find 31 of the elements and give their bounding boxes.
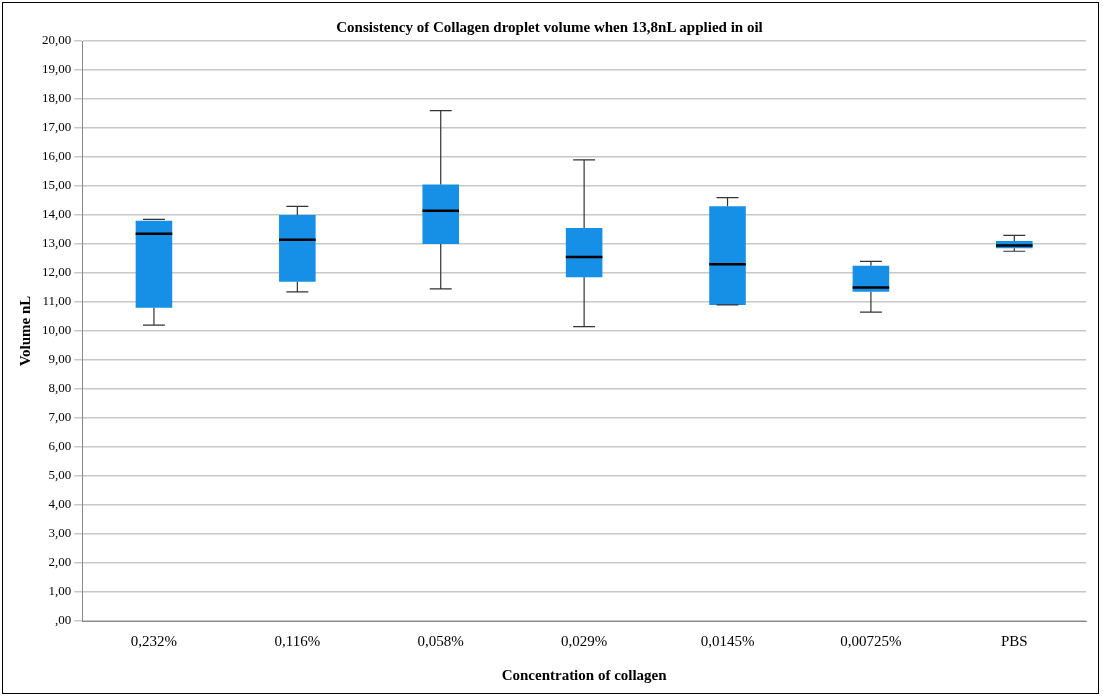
y-tick-label: 7,00 bbox=[48, 409, 72, 425]
y-tick-label: 3,00 bbox=[48, 525, 72, 541]
y-tick-label: ,00 bbox=[55, 612, 72, 628]
x-tick-label: 0,232% bbox=[130, 632, 178, 649]
y-tick-label: 5,00 bbox=[48, 467, 72, 483]
x-tick-label: 0,058% bbox=[417, 632, 464, 649]
y-tick-label: 12,00 bbox=[42, 264, 72, 280]
y-tick-label: 14,00 bbox=[42, 206, 72, 222]
y-tick-label: 16,00 bbox=[42, 148, 72, 164]
y-tick-label: 19,00 bbox=[42, 61, 72, 77]
x-axis-title: Concentration of collagen bbox=[501, 666, 668, 683]
chart-title: Consistency of Collagen droplet volume when 13,8nL applied in oil bbox=[336, 18, 763, 35]
y-tick-label: 4,00 bbox=[48, 496, 72, 512]
y-tick-label: 9,00 bbox=[48, 351, 72, 367]
y-tick-label: 1,00 bbox=[48, 583, 72, 599]
y-tick-label: 11,00 bbox=[42, 293, 72, 309]
y-tick-label: 18,00 bbox=[42, 90, 72, 106]
y-tick-label: 2,00 bbox=[48, 554, 72, 570]
y-tick-label: 15,00 bbox=[42, 177, 72, 193]
y-tick-label: 17,00 bbox=[42, 119, 72, 135]
y-tick-label: 20,00 bbox=[42, 32, 72, 48]
y-tick-label: 6,00 bbox=[48, 438, 72, 454]
x-tick-label: PBS bbox=[1000, 632, 1028, 649]
y-axis-title: Volume nL bbox=[16, 295, 33, 367]
x-tick-label: 0,00725% bbox=[840, 632, 902, 649]
y-tick-label: 13,00 bbox=[42, 235, 72, 251]
x-tick-label: 0,0145% bbox=[700, 632, 755, 649]
y-tick-label: 10,00 bbox=[42, 322, 72, 338]
x-tick-label: 0,116% bbox=[274, 632, 321, 649]
x-tick-label: 0,029% bbox=[561, 632, 608, 649]
y-tick-label: 8,00 bbox=[48, 380, 72, 396]
